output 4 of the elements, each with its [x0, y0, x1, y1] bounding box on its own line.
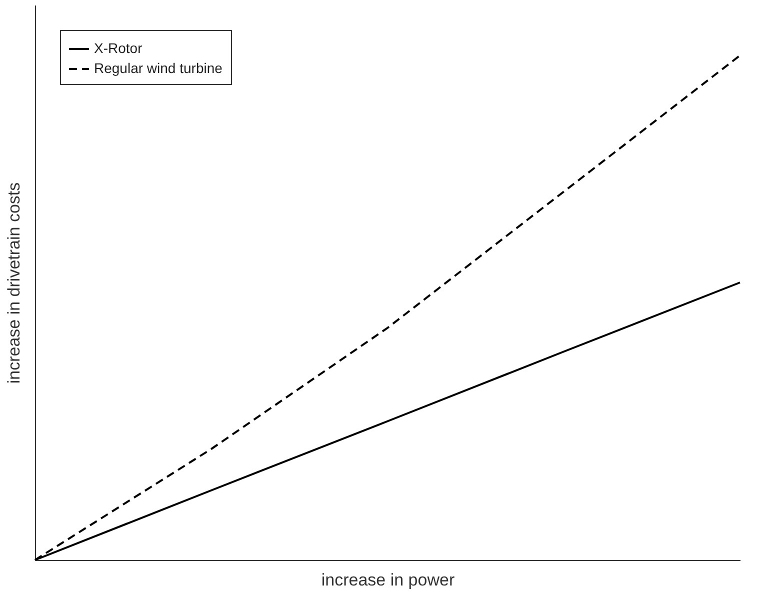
legend-label: X-Rotor: [94, 40, 143, 56]
x-axis-title: increase in power: [321, 570, 455, 590]
legend-label: Regular wind turbine: [94, 60, 223, 76]
y-axis-title: increase in drivetrain costs: [4, 182, 24, 384]
